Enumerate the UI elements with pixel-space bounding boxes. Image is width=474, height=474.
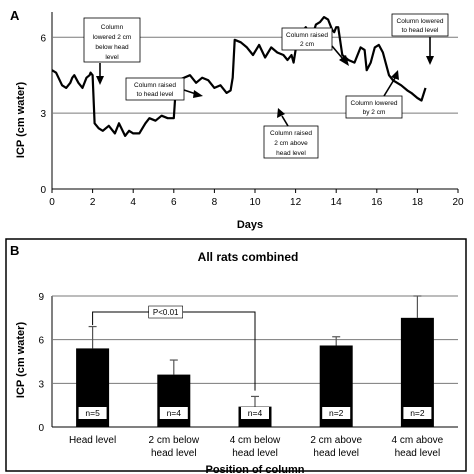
n-label: n=2 — [410, 408, 425, 418]
category-label: 2 cm below — [149, 435, 200, 446]
svg-text:Column raised: Column raised — [134, 82, 176, 89]
panel-a-x-tick-label: 14 — [331, 197, 343, 208]
panel-a-x-tick-label: 2 — [90, 197, 96, 208]
panel-a-x-tick-label: 6 — [171, 197, 177, 208]
category-label: 4 cm above — [392, 435, 444, 446]
panel-b-category-labels: Head level 2 cm below head level 4 cm below… — [69, 435, 444, 459]
annotation-raised-2cm-above: Column raised 2 cm above head level — [263, 108, 319, 159]
svg-text:level: level — [105, 54, 119, 61]
annotation-raised-2cm: Column raised 2 cm — [281, 27, 349, 66]
panel-a-x-tick-label: 4 — [130, 197, 136, 208]
panel-b: B All rats combined 0 3 6 9 n=5 n=4 n=4 n=2 n=2… — [5, 238, 467, 474]
svg-text:lowered 2 cm: lowered 2 cm — [93, 34, 132, 41]
category-label: Head level — [69, 435, 116, 446]
panel-b-y-tick-label: 0 — [38, 423, 44, 434]
panel-a-x-ticks: 0 2 4 6 8 10 12 14 16 18 20 — [49, 189, 464, 208]
panel-b-x-axis-label: Position of column — [206, 464, 305, 474]
panel-a-y-tick-label: 6 — [40, 33, 46, 44]
category-label: head level — [313, 448, 359, 459]
svg-text:Column raised: Column raised — [270, 130, 312, 137]
panel-a: A 0 3 6 0 2 4 6 8 10 12 14 16 18 20 Days ICP (cm wat… — [10, 8, 464, 231]
annotation-raised-head-level: Column raised to head level — [125, 77, 203, 101]
n-label-box — [159, 407, 188, 419]
panel-a-x-tick-label: 18 — [412, 197, 424, 208]
panel-a-x-tick-label: 8 — [212, 197, 218, 208]
panel-b-y-axis-label: ICP (cm water) — [15, 322, 27, 399]
panel-b-frame — [5, 238, 467, 472]
svg-text:Column: Column — [101, 24, 124, 31]
category-label: 4 cm below — [230, 435, 281, 446]
category-label: head level — [232, 448, 278, 459]
category-label: head level — [395, 448, 441, 459]
svg-text:2 cm above: 2 cm above — [274, 140, 308, 147]
n-label-box — [78, 407, 107, 419]
panel-a-x-tick-label: 20 — [452, 197, 464, 208]
panel-b-title: All rats combined — [198, 250, 299, 264]
svg-text:Column raised: Column raised — [286, 32, 328, 39]
panel-a-x-tick-label: 16 — [371, 197, 383, 208]
svg-text:below head: below head — [95, 44, 129, 51]
n-label: n=4 — [248, 408, 263, 418]
n-label: n=4 — [167, 408, 182, 418]
panel-a-y-tick-label: 3 — [40, 109, 46, 120]
svg-text:by 2 cm: by 2 cm — [363, 109, 386, 116]
svg-text:to head level: to head level — [402, 27, 439, 34]
n-label-box — [241, 407, 269, 419]
panel-a-icp-line — [51, 16, 427, 137]
panel-b-y-ticks: 0 3 6 9 — [38, 292, 44, 434]
bar — [157, 374, 191, 427]
n-label: n=2 — [329, 408, 344, 418]
panel-a-y-axis-label: ICP (cm water) — [15, 82, 27, 159]
panel-b-y-tick-label: 3 — [38, 379, 44, 390]
category-label: 2 cm above — [310, 435, 362, 446]
svg-text:Column lowered: Column lowered — [397, 18, 444, 25]
panel-b-y-tick-label: 9 — [38, 292, 44, 303]
significance-label: P<0.01 — [153, 308, 179, 317]
svg-text:2 cm: 2 cm — [300, 41, 314, 48]
panel-b-letter: B — [10, 243, 19, 258]
panel-a-x-axis-label: Days — [237, 219, 263, 231]
svg-text:to head level: to head level — [137, 91, 174, 98]
category-label: head level — [151, 448, 197, 459]
panel-a-x-tick-label: 10 — [249, 197, 261, 208]
n-label-box — [403, 407, 432, 419]
svg-text:head level: head level — [276, 150, 306, 157]
annotation-lowered-head-level: Column lowered to head level — [391, 13, 449, 65]
panel-a-letter: A — [10, 8, 20, 23]
annotation-lowered-2cm: Column lowered 2 cm below head level — [83, 17, 141, 85]
panel-a-x-tick-label: 0 — [49, 197, 55, 208]
annotation-lowered-by-2cm: Column lowered by 2 cm — [345, 70, 403, 119]
n-label-box — [322, 407, 351, 419]
svg-text:Column lowered: Column lowered — [351, 100, 398, 107]
panel-a-x-tick-label: 12 — [290, 197, 302, 208]
significance-bracket: P<0.01 — [92, 305, 256, 391]
panel-a-y-ticks: 0 3 6 — [40, 33, 46, 196]
panel-a-y-tick-label: 0 — [40, 185, 46, 196]
panel-b-y-tick-label: 6 — [38, 336, 44, 347]
n-label: n=5 — [85, 408, 100, 418]
panel-b-bars: n=5 n=4 n=4 n=2 n=2 — [76, 295, 434, 427]
